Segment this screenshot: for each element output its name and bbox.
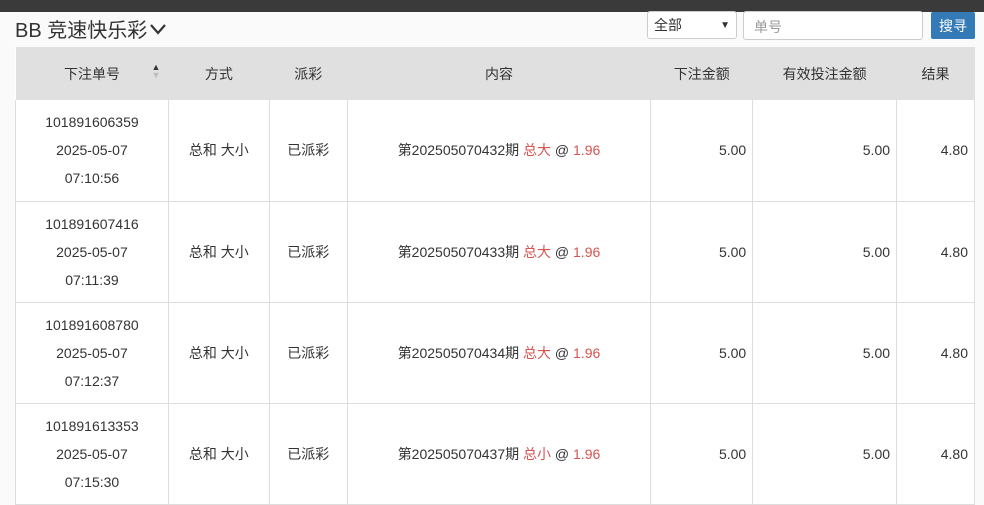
column-header-valid-amount: 有效投注金额 [752, 47, 897, 100]
order-date: 2025-05-07 [56, 142, 128, 159]
valid-amount-cell: 5.00 [752, 302, 898, 404]
period: 第202505070432期 [397, 142, 520, 159]
order-id: 101891606359 [45, 114, 139, 131]
bet-amount-cell: 5.00 [650, 201, 754, 303]
sort-icon[interactable]: ▲ ▼ [151, 62, 161, 80]
input-placeholder: 单号 [754, 19, 782, 35]
chevron-down-icon [150, 23, 167, 35]
odds: 1.96 [573, 344, 601, 361]
payout-cell: 已派彩 [268, 201, 348, 303]
bet-amount-cell: 5.00 [650, 302, 754, 404]
chevron-down-icon: ▼ [720, 19, 730, 31]
table-row: 101891608780 2025-05-07 07:12:37 总和 大小 已派彩… [15, 302, 975, 404]
result-cell: 4.80 [896, 302, 975, 404]
period: 第202505070433期 [397, 243, 520, 260]
column-header-bet-amount: 下注金额 [650, 47, 753, 100]
odds: 1.96 [573, 243, 601, 260]
payout-cell: 已派彩 [268, 302, 348, 404]
content-cell: 第202505070432期 总大 @ 1.96 [346, 100, 652, 202]
order-time: 07:10:56 [64, 170, 120, 187]
column-label: 结果 [921, 65, 950, 82]
content-cell: 第202505070434期 总大 @ 1.96 [346, 302, 652, 404]
column-header-method: 方式 [168, 47, 270, 100]
result-cell: 4.80 [896, 403, 975, 505]
order-cell: 101891607416 2025-05-07 07:11:39 [15, 201, 169, 303]
column-header-payout: 派彩 [269, 47, 348, 100]
valid-amount-cell: 5.00 [752, 403, 898, 505]
game-selector[interactable]: BB 竞速快乐彩 [15, 14, 167, 43]
method-cell: 总和 大小 [167, 403, 270, 505]
column-label: 内容 [484, 65, 513, 82]
bet-table: 下注单号 ▲ ▼ 方式 派彩 内容 下注金额 有效投注金额 结果 101891606359 202… [15, 47, 975, 505]
valid-amount-cell: 5.00 [752, 100, 898, 202]
order-id: 101891607416 [45, 215, 139, 232]
column-label: 有效投注金额 [782, 65, 867, 82]
order-cell: 101891608780 2025-05-07 07:12:37 [15, 302, 169, 404]
bet-amount-cell: 5.00 [650, 100, 754, 202]
column-label: 派彩 [294, 65, 323, 82]
valid-amount-cell: 5.00 [752, 201, 898, 303]
filter-select[interactable]: 全部 ▼ [647, 11, 737, 39]
result-cell: 4.80 [896, 201, 975, 303]
period: 第202505070434期 [397, 344, 520, 361]
period: 第202505070437期 [397, 445, 520, 462]
order-date: 2025-05-07 [56, 445, 128, 462]
column-label: 下注单号 [63, 65, 120, 82]
payout-cell: 已派彩 [268, 100, 348, 202]
column-header-order-number[interactable]: 下注单号 ▲ ▼ [15, 47, 169, 100]
pick: 总小 [523, 445, 552, 462]
order-number-input[interactable]: 单号 [743, 11, 923, 40]
payout-cell: 已派彩 [268, 403, 348, 505]
content-cell: 第202505070433期 总大 @ 1.96 [346, 201, 652, 303]
column-header-result: 结果 [896, 47, 975, 100]
search-button[interactable]: 搜寻 [931, 12, 975, 39]
bet-amount-cell: 5.00 [650, 403, 754, 505]
table-row: 101891606359 2025-05-07 07:10:56 总和 大小 已派彩… [15, 100, 975, 202]
order-cell: 101891613353 2025-05-07 07:15:30 [15, 403, 169, 505]
pick: 总大 [523, 243, 552, 260]
pick: 总大 [523, 344, 552, 361]
at-sign: @ [554, 445, 570, 462]
at-sign: @ [554, 243, 570, 260]
order-time: 07:12:37 [64, 372, 120, 389]
pick: 总大 [523, 142, 552, 159]
column-label: 方式 [204, 65, 233, 82]
order-date: 2025-05-07 [56, 344, 128, 361]
method-cell: 总和 大小 [167, 100, 270, 202]
column-header-content: 内容 [347, 47, 651, 100]
odds: 1.96 [573, 445, 601, 462]
content-cell: 第202505070437期 总小 @ 1.96 [346, 403, 652, 505]
order-cell: 101891606359 2025-05-07 07:10:56 [15, 100, 169, 202]
order-id: 101891608780 [45, 316, 139, 333]
at-sign: @ [554, 344, 570, 361]
method-cell: 总和 大小 [167, 201, 270, 303]
order-date: 2025-05-07 [56, 243, 128, 260]
filter-value: 全部 [654, 17, 682, 33]
method-cell: 总和 大小 [167, 302, 270, 404]
table-row: 101891613353 2025-05-07 07:15:30 总和 大小 已派彩… [15, 403, 975, 505]
page-title: BB 竞速快乐彩 [15, 20, 148, 42]
column-label: 下注金额 [673, 65, 730, 82]
result-cell: 4.80 [896, 100, 975, 202]
at-sign: @ [554, 142, 570, 159]
top-bar [0, 0, 984, 12]
order-time: 07:11:39 [65, 271, 119, 288]
table-row: 101891607416 2025-05-07 07:11:39 总和 大小 已派彩… [15, 201, 975, 303]
order-time: 07:15:30 [64, 473, 120, 490]
order-id: 101891613353 [45, 417, 139, 434]
odds: 1.96 [573, 142, 601, 159]
